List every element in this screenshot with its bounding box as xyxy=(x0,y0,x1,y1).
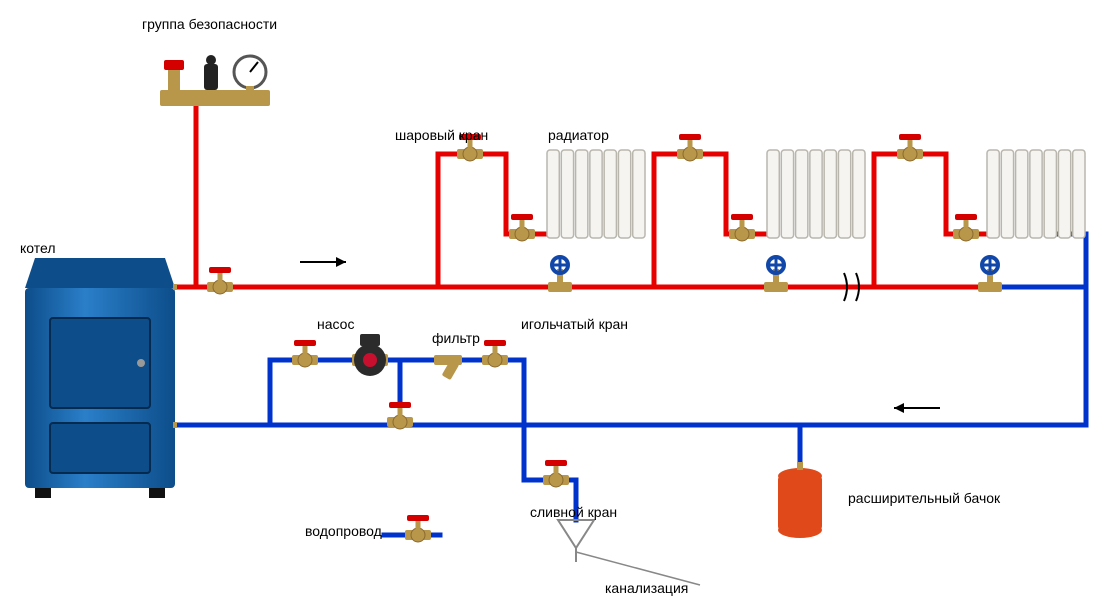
label-water-supply: водопровод xyxy=(305,523,382,539)
label-ball-valve: шаровый кран xyxy=(395,127,488,143)
label-boiler: котел xyxy=(20,240,56,256)
label-needle-valve: игольчатый кран xyxy=(521,316,628,332)
heating-diagram xyxy=(0,0,1113,616)
label-drain-valve: сливной кран xyxy=(530,504,617,520)
label-sewer: канализация xyxy=(605,580,688,596)
label-radiator: радиатор xyxy=(548,127,609,143)
label-safety-group: группа безопасности xyxy=(142,16,277,32)
label-pump: насос xyxy=(317,316,354,332)
label-filter: фильтр xyxy=(432,330,480,346)
label-expansion-tank: расширительный бачок xyxy=(848,490,1000,506)
